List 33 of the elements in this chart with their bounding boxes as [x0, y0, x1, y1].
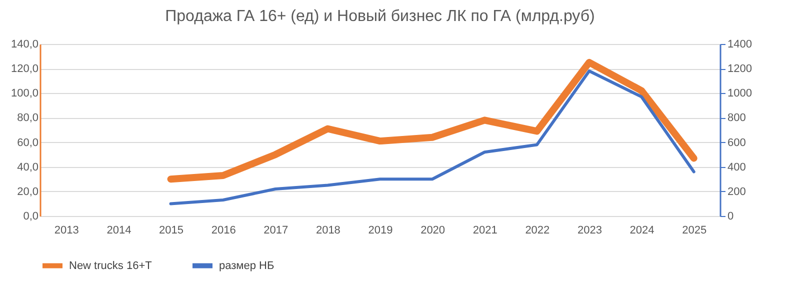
x-tick-label: 2021 [472, 224, 498, 236]
y-tick-label: 0,0 [23, 210, 38, 222]
y-tick-label: 120,0 [10, 63, 38, 76]
legend-label: размер НБ [219, 260, 274, 272]
y2-tick-label: 800 [728, 112, 746, 124]
y-tick-label: 20,0 [17, 186, 38, 198]
x-tick-label: 2020 [420, 224, 446, 236]
y-tick-label: 80,0 [17, 112, 38, 124]
x-tick-label: 2017 [264, 224, 288, 236]
y-tick-label: 40,0 [17, 161, 38, 174]
x-tick-label: 2015 [159, 224, 184, 236]
x-tick-label: 2023 [577, 224, 602, 236]
y2-tick-label: 200 [728, 186, 746, 198]
y2-tick-label: 0 [728, 210, 734, 222]
y-tick-label: 60,0 [17, 136, 38, 149]
x-tick-label: 2018 [316, 224, 340, 236]
legend-label: New trucks 16+T [69, 260, 152, 272]
x-tick-label: 2019 [368, 224, 393, 236]
chart-title: Продажа ГА 16+ (ед) и Новый бизнес ЛК по ГА (млрд.руб) [165, 8, 595, 25]
y-tick-label: 100,0 [10, 88, 38, 100]
y2-tick-label: 1000 [728, 88, 752, 100]
y2-tick-label: 600 [728, 136, 746, 149]
x-tick-label: 2025 [682, 224, 707, 236]
x-tick-label: 2016 [211, 224, 236, 236]
y-tick-label: 140,0 [10, 38, 38, 50]
x-tick-label: 2024 [630, 224, 654, 236]
x-tick-label: 2013 [54, 224, 79, 236]
y2-tick-label: 400 [728, 161, 746, 174]
x-tick-label: 2014 [106, 224, 132, 236]
y2-tick-label: 1400 [728, 38, 752, 50]
x-tick-label: 2022 [525, 224, 550, 236]
y2-tick-label: 1200 [728, 63, 752, 76]
line-series [169, 70, 696, 206]
